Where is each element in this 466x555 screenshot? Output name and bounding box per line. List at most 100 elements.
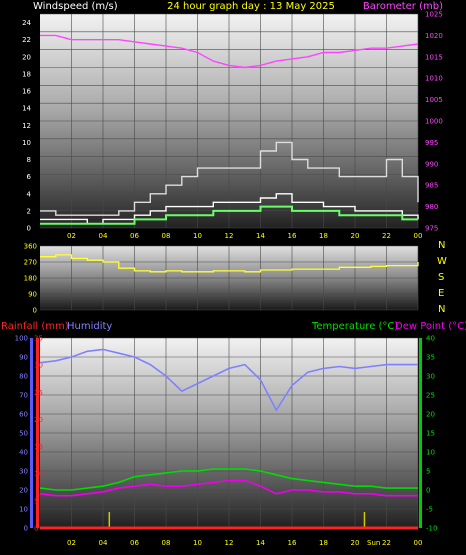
wind-time-tick: 06 (130, 232, 139, 240)
temperature-axis-tick: 10 (426, 449, 435, 457)
wind-time-tick: 02 (67, 232, 76, 240)
wind-time-tick: 10 (193, 232, 202, 240)
wind-dir-letter-s: S (438, 272, 444, 283)
humidity-axis-tick: 90 (19, 354, 28, 362)
barometer-header: Barometer (mb) (363, 1, 443, 12)
windspeed-axis-tick: 6 (27, 173, 32, 181)
series-humidity (39, 348, 418, 412)
rainfall-axis-tick: 25 (34, 389, 43, 397)
sun-marker-label: Sun (367, 539, 380, 547)
barometer-axis-tick: 1015 (425, 53, 443, 61)
series-wind-direction (40, 254, 419, 273)
windspeed-axis-tick: 24 (22, 19, 31, 27)
series-windspeed (40, 193, 419, 225)
temperature-axis-tick: 5 (426, 468, 430, 476)
humidity-axis-tick: 50 (19, 430, 28, 438)
wind-time-tick: 22 (382, 232, 391, 240)
rainfall-axis-bar (36, 338, 39, 528)
wind-dir-letter-n-bottom: N (438, 304, 445, 315)
series-barometer (40, 34, 419, 69)
windspeed-axis-tick: 4 (27, 190, 32, 198)
humidity-axis-tick: 80 (19, 373, 28, 381)
windspeed-axis-tick: 22 (22, 36, 31, 44)
rainfall-axis-tick: 20 (34, 416, 43, 424)
thd-time-tick: 00 (414, 539, 423, 547)
barometer-axis-tick: 1025 (425, 11, 443, 19)
humidity-axis-tick: 40 (19, 449, 28, 457)
windspeed-axis-tick: 16 (22, 88, 31, 96)
thd-time-tick: 16 (288, 539, 297, 547)
windspeed-axis-tick: 18 (22, 70, 31, 78)
windspeed-axis-tick: 20 (22, 53, 31, 61)
series-temperature (39, 468, 418, 491)
windspeed-chart: 0246810121416182022249759809859909951000… (22, 11, 443, 241)
wind-dir-letter-e: E (438, 288, 444, 299)
wind-direction-axis-tick: 360 (24, 243, 37, 251)
barometer-axis-tick: 1005 (425, 96, 443, 104)
wind-time-tick: 12 (225, 232, 234, 240)
thd-time-tick: 06 (130, 539, 139, 547)
temp-humidity-chart: 010203040506070809010005101520253035-10-… (15, 335, 438, 548)
dewpoint-header: Dew Point (°C) (395, 321, 466, 332)
wind-dir-letter-w: W (437, 256, 447, 267)
wind-direction-axis-tick: 180 (24, 275, 37, 283)
series-gust (40, 141, 419, 216)
windspeed-axis-tick: 10 (22, 139, 31, 147)
wind-time-tick: 20 (351, 232, 360, 240)
temperature-axis-tick: 15 (426, 430, 435, 438)
barometer-axis-tick: 975 (425, 225, 438, 233)
humidity-axis-tick: 20 (19, 487, 28, 495)
thd-time-tick: 04 (99, 539, 108, 547)
rainfall-axis-tick: 10 (34, 470, 43, 478)
temperature-axis-tick: -5 (426, 506, 433, 514)
rainfall-axis-tick: 35 (34, 335, 43, 343)
thd-time-tick: 14 (256, 539, 265, 547)
temperature-axis-bar (419, 338, 422, 528)
windspeed-axis-tick: 12 (22, 122, 31, 130)
wind-time-tick: 16 (288, 232, 297, 240)
wind-direction-chart: 0 90 180 270 360 (24, 243, 419, 315)
windspeed-axis-tick: 2 (27, 207, 31, 215)
temperature-axis-tick: 35 (426, 354, 435, 362)
temperature-axis-tick: 40 (426, 335, 435, 343)
humidity-axis-tick: 60 (19, 411, 28, 419)
thd-time-tick: 02 (67, 539, 76, 547)
humidity-header: Humidity (67, 321, 112, 332)
wind-time-tick: 08 (162, 232, 171, 240)
temperature-header: Temperature (°C) (311, 321, 398, 332)
humidity-axis-tick: 0 (24, 525, 28, 533)
humidity-axis-tick: 100 (15, 335, 28, 343)
thd-time-tick: 22 (382, 539, 391, 547)
humidity-axis-tick: 70 (19, 392, 28, 400)
humidity-axis-bar (30, 338, 33, 528)
barometer-axis-tick: 980 (425, 203, 438, 211)
wind-dir-letter-n-top: N (438, 240, 445, 251)
barometer-axis-tick: 1020 (425, 32, 443, 40)
windspeed-axis-tick: 14 (22, 105, 31, 113)
temperature-axis-tick: 25 (426, 392, 435, 400)
rainfall-axis-tick: 5 (34, 497, 38, 505)
rainfall-header: Rainfall (mm) (1, 321, 69, 332)
barometer-axis-tick: 995 (425, 139, 438, 147)
thd-time-tick: 20 (351, 539, 360, 547)
temperature-axis-tick: 20 (426, 411, 435, 419)
wind-time-tick: 18 (319, 232, 328, 240)
wind-time-tick: 04 (99, 232, 108, 240)
humidity-axis-tick: 10 (19, 506, 28, 514)
barometer-axis-tick: 985 (425, 182, 438, 190)
rainfall-axis-tick: 0 (34, 525, 38, 533)
rainfall-axis-tick: 15 (34, 443, 43, 451)
thd-time-tick: 18 (319, 539, 328, 547)
temperature-axis-tick: -10 (426, 525, 437, 533)
humidity-axis-tick: 30 (19, 468, 28, 476)
series-average (40, 205, 418, 225)
barometer-axis-tick: 1000 (425, 118, 443, 126)
wind-time-tick: 00 (414, 232, 423, 240)
graph-title: 24 hour graph day : 13 May 2025 (167, 1, 335, 12)
temperature-axis-tick: 0 (426, 487, 430, 495)
thd-time-tick: 12 (225, 539, 234, 547)
rainfall-axis-tick: 30 (34, 362, 43, 370)
windspeed-axis-tick: 8 (27, 156, 31, 164)
temperature-axis-tick: 30 (426, 373, 435, 381)
